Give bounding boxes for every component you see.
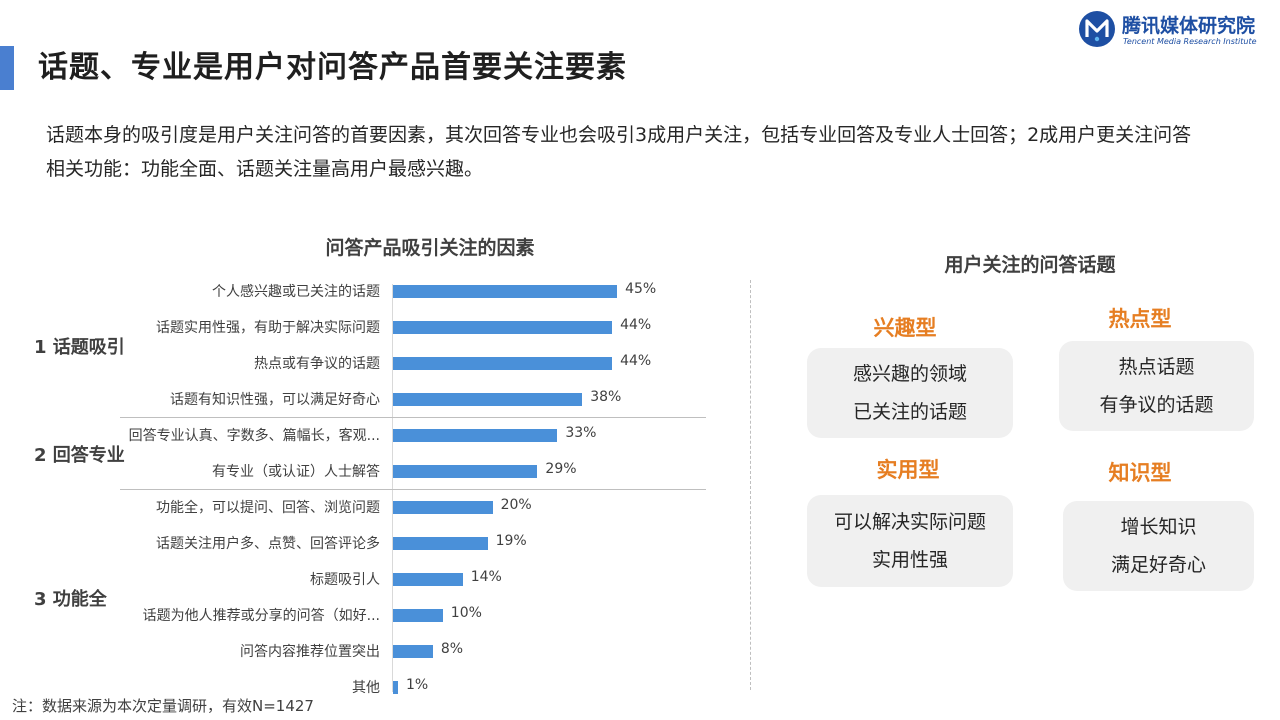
topic-card-line: 可以解决实际问题 [833, 511, 986, 533]
intro-paragraph: 话题本身的吸引度是用户关注问答的首要因素，其次回答专业也会吸引3成用户关注，包括… [46, 124, 1192, 180]
topic-card-line: 热点话题 [1118, 356, 1195, 378]
page-title: 话题、专业是用户对问答产品首要关注要素 [38, 50, 627, 85]
topic-card-line: 增长知识 [1120, 516, 1197, 538]
group-divider [120, 489, 706, 490]
topic-card-line: 感兴趣的领域 [852, 363, 967, 385]
topic-card-line: 有争议的话题 [1099, 394, 1214, 416]
bar-value-label: 8% [440, 641, 464, 657]
topic-type-label: 热点型 [1108, 307, 1172, 331]
bar-label: 话题为他人推荐或分享的问答（如好... [142, 608, 380, 624]
bar [393, 609, 443, 622]
bar [393, 357, 613, 370]
chart-axis [392, 284, 393, 692]
bar-value-label: 1% [405, 677, 429, 693]
group-divider [120, 417, 706, 418]
bar-value-label: 19% [495, 533, 527, 549]
bar-label: 话题有知识性强，可以满足好奇心 [170, 392, 380, 408]
topic-card: 可以解决实际问题 实用性强 [807, 495, 1013, 587]
bar-label: 话题实用性强，有助于解决实际问题 [156, 320, 380, 336]
topic-card: 热点话题有争议的话题 [1059, 341, 1254, 431]
bar [393, 321, 613, 334]
bar-label: 问答内容推荐位置突出 [240, 644, 380, 660]
bar-label: 个人感兴趣或已关注的话题 [212, 284, 380, 300]
topic-card-line: 满足好奇心 [1110, 554, 1206, 576]
topic-type-label: 兴趣型 [873, 316, 937, 340]
bar-value-label: 20% [500, 497, 532, 513]
bar-chart: 个人感兴趣或已关注的话题 45% 话题实用性强，有助于解决实际问题 44% 热点或有争议… [0, 270, 760, 700]
bar-value-label: 33% [565, 425, 597, 441]
topic-card-line: 已关注的话题 [852, 401, 967, 423]
bar-label: 其他 [352, 680, 380, 696]
bar-value-label: 10% [450, 605, 482, 621]
bar [393, 645, 433, 658]
title-accent-bar [0, 46, 14, 90]
bar [393, 681, 398, 694]
bar-value-label: 38% [590, 389, 622, 405]
bar-label: 有专业（或认证）人士解答 [212, 464, 380, 480]
logo: 腾讯媒体研究院 Tencent Media Research Institute [1078, 10, 1278, 50]
bar [393, 465, 538, 478]
footnote: 注：数据来源为本次定量调研，有效N=1427 [12, 697, 314, 715]
bar-value-label: 14% [470, 569, 502, 585]
chart-title: 问答产品吸引关注的因素 [325, 237, 535, 259]
topic-card: 感兴趣的领域 已关注的话题 [807, 348, 1013, 438]
bar-value-label: 45% [625, 281, 657, 297]
topic-type-label: 知识型 [1108, 461, 1172, 485]
group-label: 2 回答专业 [34, 445, 125, 466]
bar-value-label: 44% [620, 317, 652, 333]
logo-text-cn: 腾讯媒体研究院 [1122, 15, 1256, 37]
bar [393, 501, 493, 514]
bar-label: 标题吸引人 [310, 572, 380, 588]
group-label: 1 话题吸引 [34, 337, 125, 358]
topic-card: 增长知识 满足好奇心 [1063, 501, 1254, 591]
topics-title: 用户关注的问答话题 [944, 254, 1116, 276]
bar-label: 热点或有争议的话题 [254, 356, 380, 372]
logo-icon [1079, 11, 1115, 47]
topic-type-label: 实用型 [876, 458, 940, 482]
logo-text-en: Tencent Media Research Institute [1123, 37, 1257, 46]
bar-label: 话题关注用户多、点赞、回答评论多 [156, 536, 380, 552]
bar-label: 回答专业认真、字数多、篇幅长，客观... [128, 428, 380, 444]
bar-value-label: 29% [545, 461, 577, 477]
section-divider [750, 280, 751, 690]
bar [393, 537, 488, 550]
bar [393, 285, 618, 298]
bar [393, 429, 558, 442]
topic-card-line: 实用性强 [871, 549, 948, 571]
bar [393, 393, 583, 406]
bar-label: 功能全，可以提问、回答、浏览问题 [156, 500, 380, 516]
bar [393, 573, 463, 586]
group-label: 3 功能全 [34, 589, 107, 610]
bar-value-label: 44% [620, 353, 652, 369]
